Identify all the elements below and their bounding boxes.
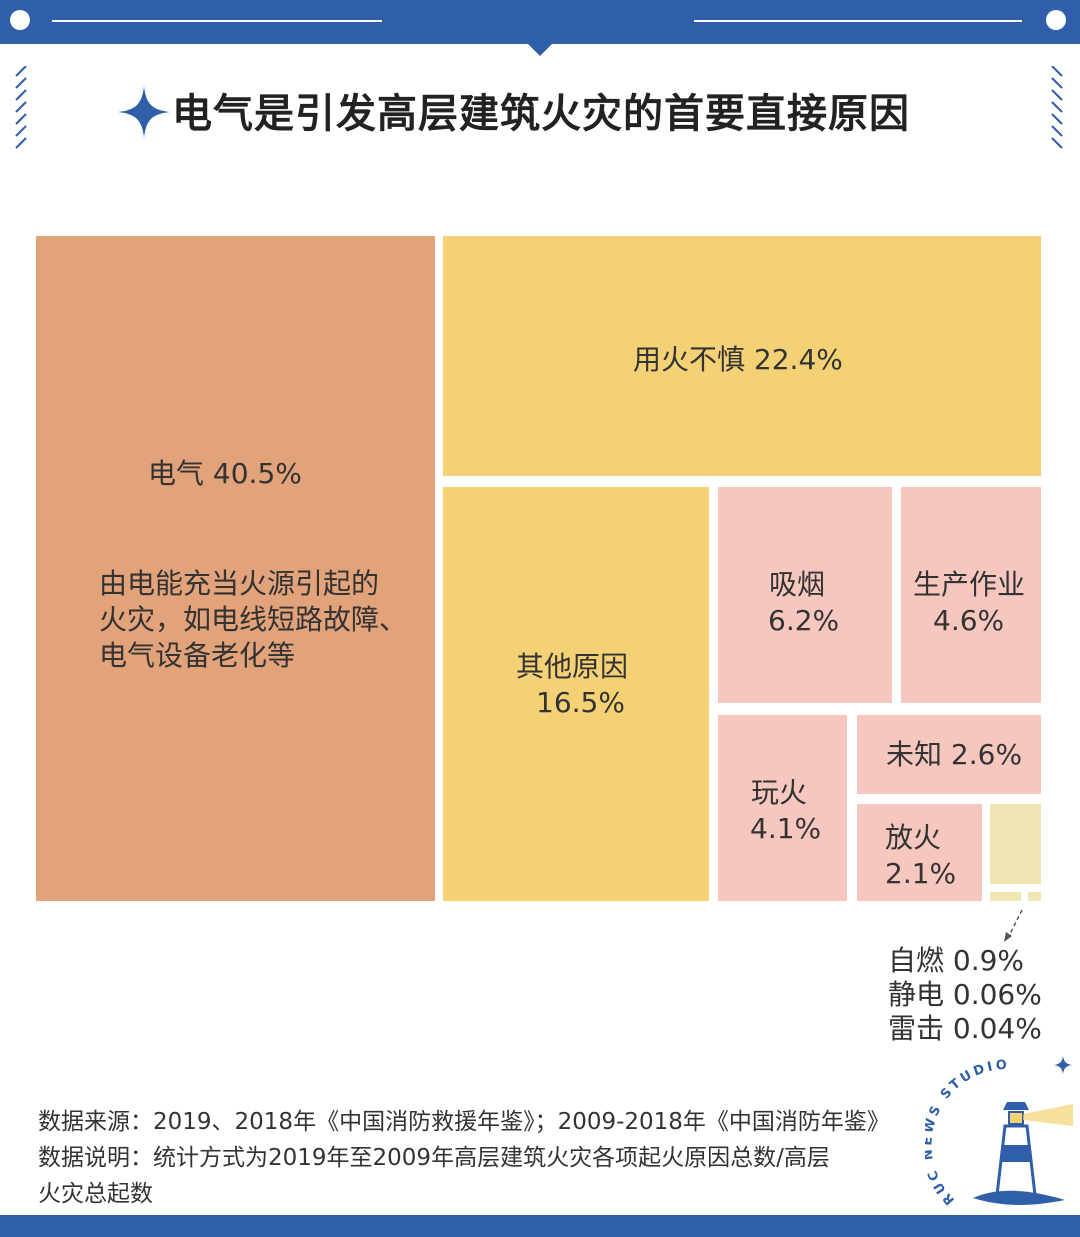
treemap-cell-unknown: 未知 2.6% xyxy=(857,715,1041,794)
hatch-decoration-right xyxy=(1051,66,1063,149)
cell-name-other: 其他原因 xyxy=(516,650,629,683)
treemap-cell-production: 生产作业 4.6% xyxy=(901,487,1041,703)
cell-value-electric: 40.5% xyxy=(212,457,302,490)
treemap-cell-static-electricity xyxy=(990,892,1021,901)
cell-value-production: 4.6% xyxy=(933,604,1005,637)
cell-note-electric-line-1: 由电能充当火源引起的 xyxy=(99,567,380,600)
treemap-cell-electric: 电气 40.5% 由电能充当火源引起的 火灾，如电线短路故障、 电气设备老化等 xyxy=(36,236,435,901)
treemap-cell-playing-with-fire: 玩火 4.1% xyxy=(718,715,847,901)
bottom-banner xyxy=(0,1215,1080,1237)
treemap-cell-arson: 放火 2.1% xyxy=(857,804,982,901)
treemap-cell-spontaneous-combustion xyxy=(990,804,1041,884)
footnote: 数据来源：2019、2018年《中国消防救援年鉴》；2009-2018年《中国消… xyxy=(38,1104,898,1212)
treemap-cell-other: 其他原因 16.5% xyxy=(443,487,709,901)
outside-label-spontaneous-combustion: 自燃 0.9% xyxy=(888,944,1025,977)
cell-name-electric: 电气 xyxy=(148,457,205,490)
cell-value-arson: 2.1% xyxy=(885,857,957,890)
cell-label-careless-fire-use: 用火不慎 22.4% xyxy=(633,342,843,378)
banner-notch xyxy=(524,40,556,56)
cell-note-electric-line-2: 火灾，如电线短路故障、 xyxy=(99,603,408,636)
cell-name-playing-with-fire: 玩火 xyxy=(751,776,808,809)
page-title: 电气是引发高层建筑火灾的首要直接原因 xyxy=(172,91,910,137)
cell-name-smoking: 吸烟 xyxy=(769,568,826,601)
four-point-star-icon xyxy=(118,86,170,138)
data-source-text: 数据来源：2019、2018年《中国消防救援年鉴》；2009-2018年《中国消… xyxy=(38,1109,890,1135)
cell-name-unknown: 未知 xyxy=(886,738,943,771)
banner-dot-left xyxy=(10,10,30,30)
cell-name-arson: 放火 xyxy=(885,821,942,854)
banner-line-left xyxy=(52,20,382,22)
ruc-news-studio-lighthouse-logo: RUC NEWS STUDIO xyxy=(925,1056,1073,1208)
cell-name-careless-fire-use: 用火不慎 xyxy=(633,343,746,376)
treemap-cell-lightning xyxy=(1028,892,1041,901)
leader-line xyxy=(1004,909,1023,942)
cell-name-production: 生产作业 xyxy=(913,568,1026,601)
outside-labels: 自燃 0.9% 静电 0.06% 雷击 0.04% xyxy=(888,944,1042,1046)
cell-note-electric-line-3: 电气设备老化等 xyxy=(99,639,296,672)
cell-label-unknown: 未知 2.6% xyxy=(886,737,1022,773)
banner-line-right xyxy=(694,20,1022,22)
cell-value-careless-fire-use: 22.4% xyxy=(753,343,843,376)
cell-value-playing-with-fire: 4.1% xyxy=(750,812,822,845)
data-note-text-line-2: 火灾总起数 xyxy=(38,1181,153,1207)
outside-label-lightning: 雷击 0.04% xyxy=(888,1012,1042,1045)
cell-value-unknown: 2.6% xyxy=(950,738,1023,771)
treemap-cell-smoking: 吸烟 6.2% xyxy=(718,487,892,703)
top-banner xyxy=(0,0,1080,44)
banner-dot-right xyxy=(1046,10,1066,30)
cell-value-other: 16.5% xyxy=(536,686,625,719)
cell-label-electric: 电气 40.5% xyxy=(148,456,302,492)
outside-label-static-electricity: 静电 0.06% xyxy=(888,978,1042,1011)
data-note-text-line-1: 数据说明：统计方式为2019年至2009年高层建筑火灾各项起火原因总数/高层 xyxy=(38,1145,830,1171)
hatch-decoration-left xyxy=(15,66,27,149)
treemap-cell-careless-fire-use: 用火不慎 22.4% xyxy=(443,236,1041,476)
cell-value-smoking: 6.2% xyxy=(768,604,840,637)
